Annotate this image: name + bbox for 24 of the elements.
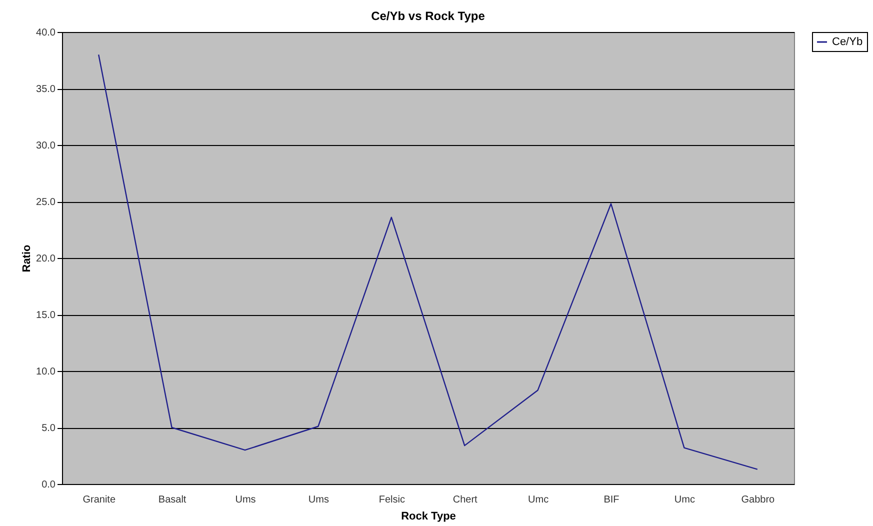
y-tick-label: 15.0 [36,310,56,321]
x-tick-label: Ums [235,494,256,506]
y-axis-title: Ratio [21,244,34,272]
x-axis-title: Rock Type [401,510,456,522]
y-tick-label: 25.0 [36,197,56,208]
y-tick-label: 40.0 [36,28,56,38]
y-tick-label: 30.0 [36,140,56,152]
y-tick-label: 5.0 [42,423,56,434]
x-tick-label: Ums [308,494,329,506]
line-series [98,54,758,470]
y-tick-label: 20.0 [36,254,56,264]
x-tick-label: Granite [82,494,116,506]
x-tick-label: Basalt [158,494,186,506]
x-tick-label: Umc [674,494,695,506]
y-tick-label: 10.0 [36,366,56,378]
y-tick-label: 35.0 [36,84,56,95]
y-tick-label: 0.0 [42,480,56,490]
x-tick-label: BIF [604,494,620,506]
x-tick-label: Felsic [378,494,405,506]
legend-label: Ce/Yb [832,36,863,48]
x-tick-label: Chert [452,494,478,506]
x-tick-label: Umc [528,494,549,506]
chart-title: Ce/Yb vs Rock Type [371,9,486,23]
x-tick-label: Gabbro [741,494,776,506]
